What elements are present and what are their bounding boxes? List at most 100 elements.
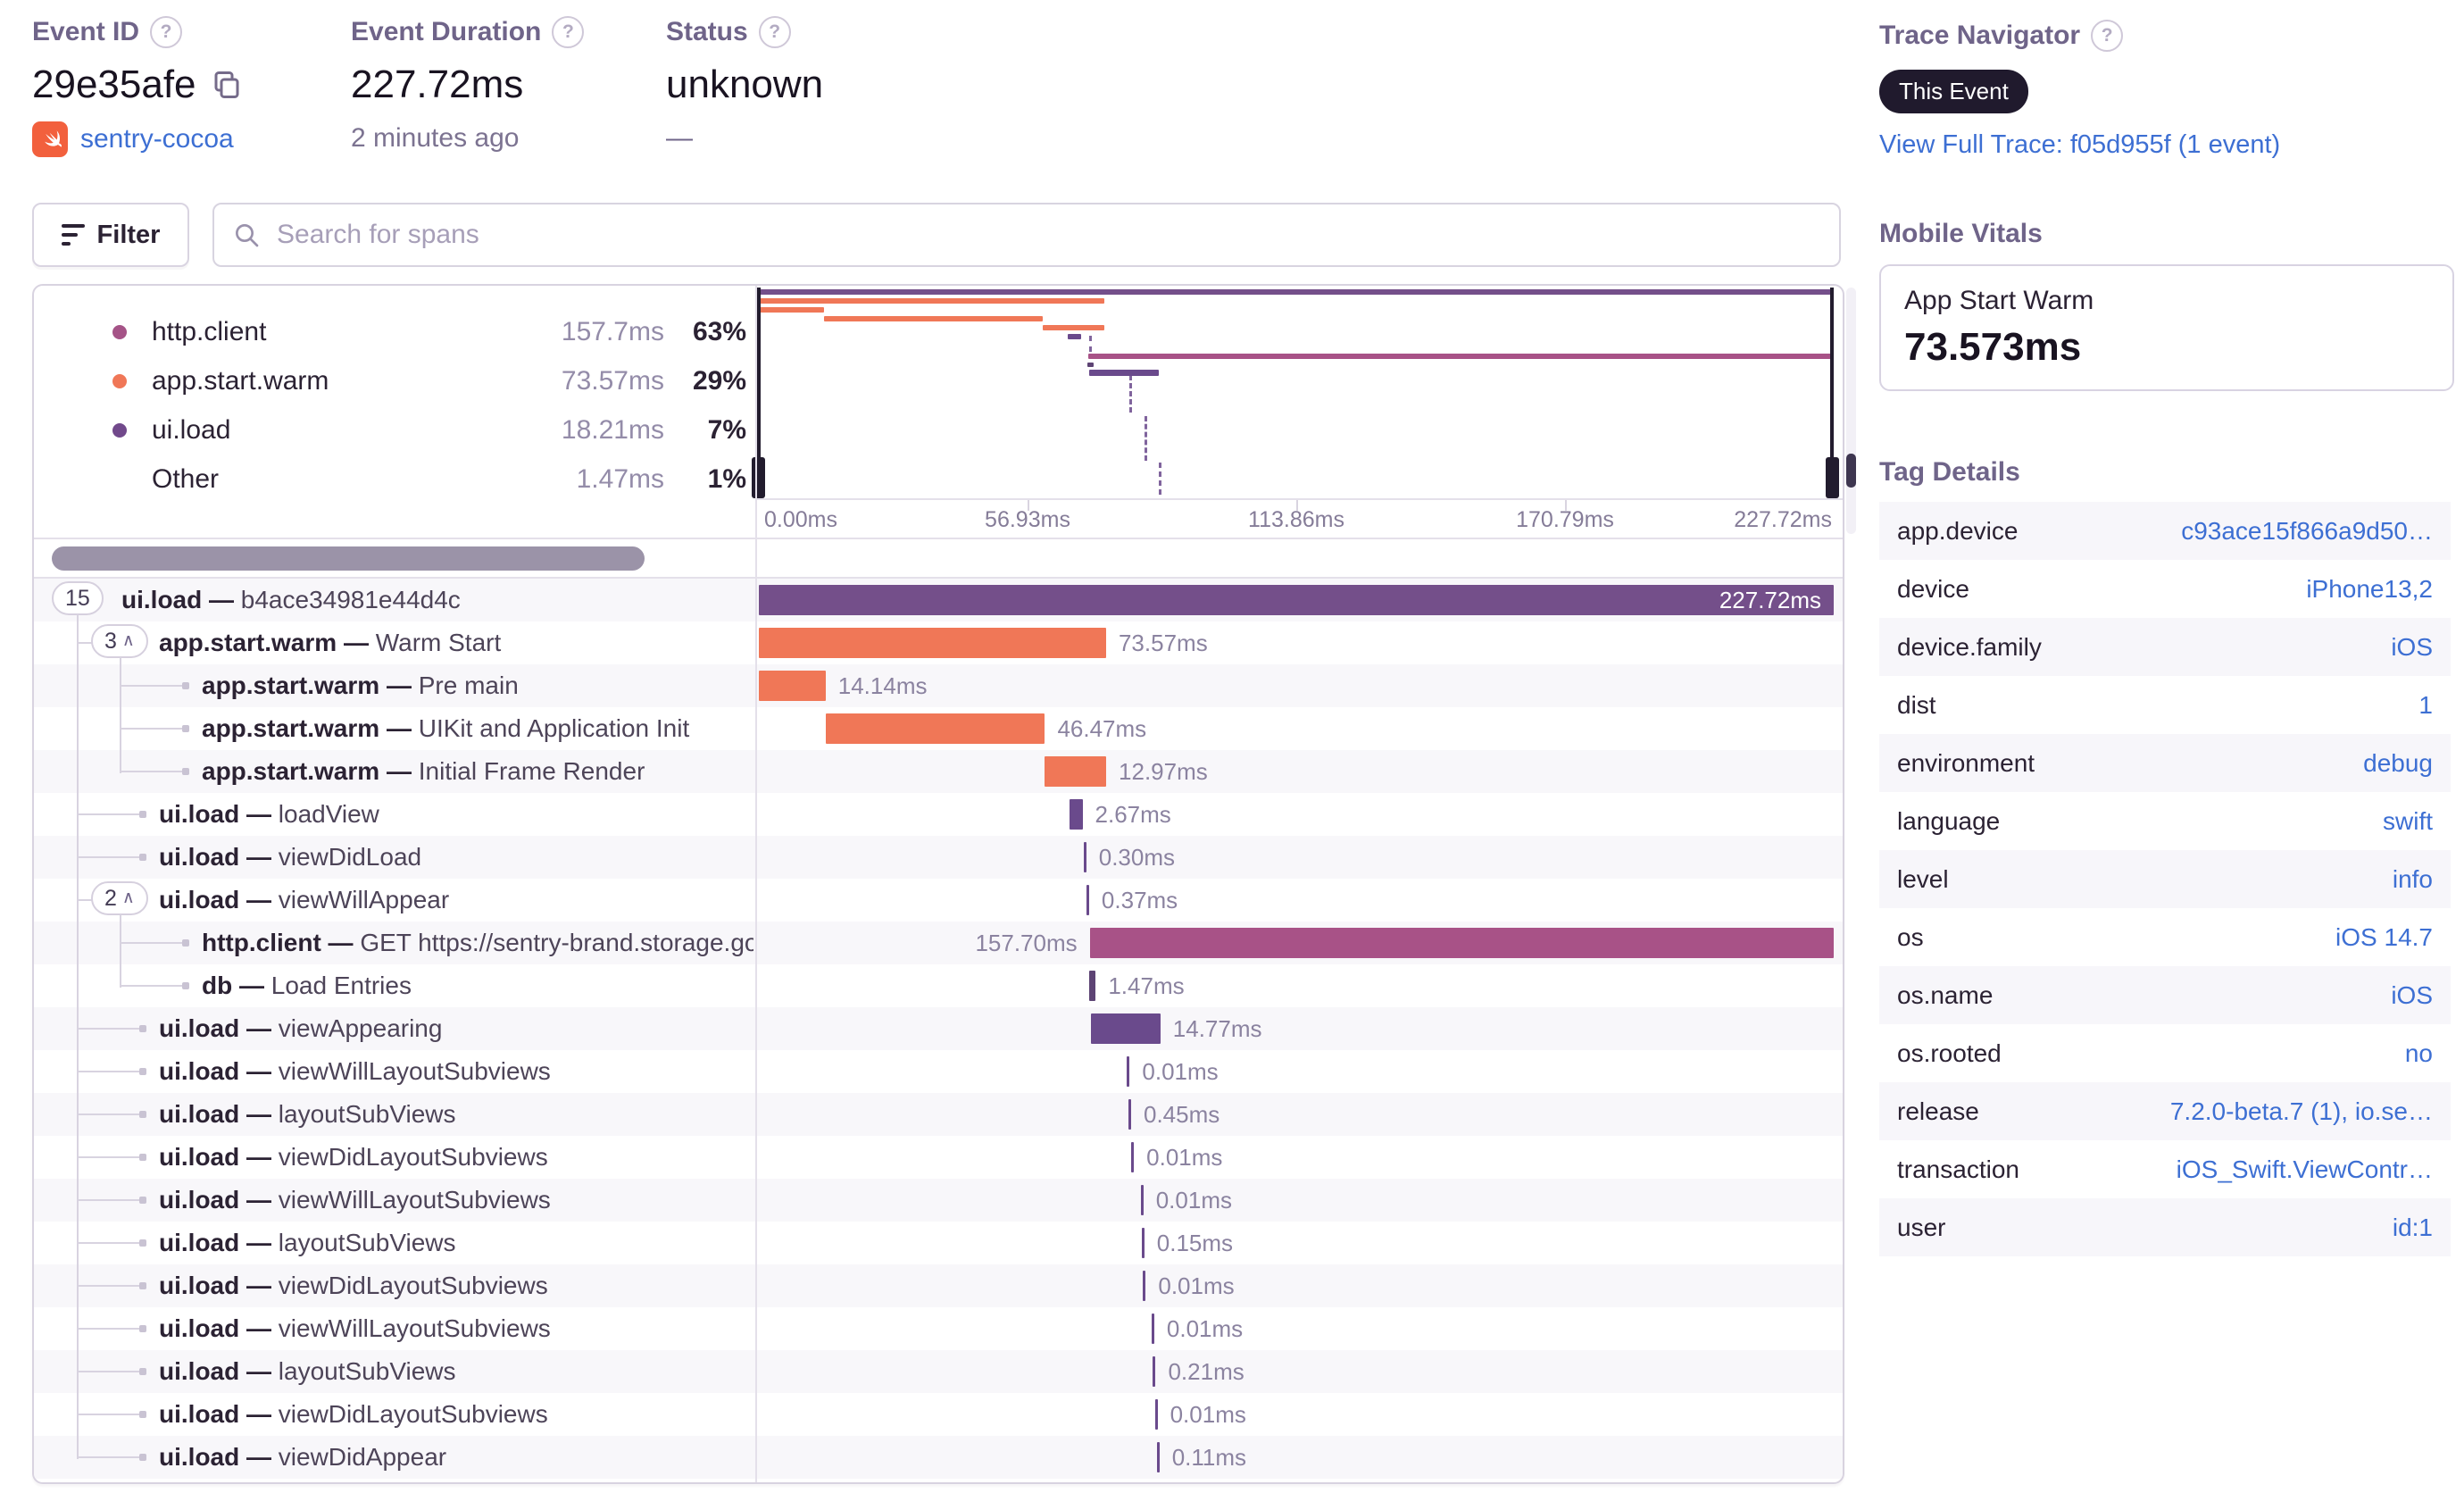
span-row[interactable]: ui.load — viewAppearing 14.77ms — [34, 1007, 1843, 1050]
tag-value[interactable]: id:1 — [2392, 1213, 2433, 1241]
tag-value[interactable]: iOS — [2391, 632, 2433, 661]
breakdown-op: Other — [152, 463, 220, 494]
tree-connector — [120, 685, 182, 687]
span-bar[interactable] — [1154, 1399, 1158, 1430]
event-duration-label: Event Duration — [351, 17, 542, 46]
tag-value[interactable]: 1 — [2418, 690, 2433, 719]
span-title: ui.load — viewDidLoad — [159, 843, 422, 871]
span-bar[interactable] — [1156, 1442, 1160, 1472]
span-row[interactable]: db — Load Entries 1.47ms — [34, 964, 1843, 1007]
span-row[interactable]: ui.load — viewDidLoad 0.30ms — [34, 836, 1843, 879]
tag-row: transaction iOS_Swift.ViewContr… — [1879, 1140, 2451, 1198]
span-bar[interactable] — [1140, 1185, 1144, 1215]
span-bar[interactable] — [825, 713, 1045, 744]
project-link[interactable]: sentry-cocoa — [80, 124, 234, 154]
tree-guide-line — [120, 914, 121, 988]
axis-tick-label: 0.00ms — [764, 507, 837, 532]
tag-value[interactable]: c93ace15f866a9d50… — [2181, 516, 2433, 545]
panel-vscrollbar-track[interactable] — [1846, 288, 1856, 534]
span-row[interactable]: ui.load — viewWillLayoutSubviews 0.01ms — [34, 1050, 1843, 1093]
span-count-pill[interactable]: 2 ∧ — [91, 881, 148, 915]
tree-node-dot — [139, 1368, 146, 1375]
minimap-span-bar — [823, 316, 1044, 321]
span-count-pill[interactable]: 3 ∧ — [91, 624, 148, 658]
span-bar[interactable] — [1070, 799, 1083, 830]
span-row[interactable]: ui.load — viewDidLayoutSubviews 0.01ms — [34, 1136, 1843, 1179]
tree-hscrollbar-thumb[interactable] — [52, 546, 645, 571]
span-row[interactable]: ui.load — layoutSubViews 0.21ms — [34, 1350, 1843, 1393]
axis-tick — [1028, 500, 1029, 511]
tag-value[interactable]: iOS_Swift.ViewContr… — [2176, 1155, 2433, 1183]
span-row[interactable]: 15 ui.load — b4ace34981e44d4c 227.72ms — [34, 579, 1843, 621]
span-name-cell: ui.load — layoutSubViews — [34, 1093, 753, 1136]
span-bar[interactable] — [759, 628, 1106, 658]
view-full-trace-link[interactable]: View Full Trace: f05d955f (1 event) — [1879, 130, 2281, 159]
tag-value[interactable]: iOS 14.7 — [2335, 922, 2433, 951]
span-bar-cell: 0.01ms — [755, 1179, 1843, 1222]
help-icon[interactable]: ? — [552, 16, 585, 48]
minimap-left-grab[interactable] — [752, 457, 765, 498]
span-row[interactable]: ui.load — viewWillLayoutSubviews 0.01ms — [34, 1307, 1843, 1350]
span-title: ui.load — loadView — [159, 800, 379, 828]
span-bar[interactable] — [1083, 842, 1086, 872]
span-row[interactable]: app.start.warm — UIKit and Application I… — [34, 707, 1843, 750]
tree-node-dot — [139, 1454, 146, 1461]
tag-row: app.device c93ace15f866a9d50… — [1879, 502, 2451, 560]
span-bar[interactable] — [1141, 1228, 1145, 1258]
span-row[interactable]: ui.load — viewWillLayoutSubviews 0.01ms — [34, 1179, 1843, 1222]
span-row[interactable]: app.start.warm — Initial Frame Render 12.… — [34, 750, 1843, 793]
span-row[interactable]: 2 ∧ ui.load — viewWillAppear 0.37ms — [34, 879, 1843, 922]
column-divider[interactable] — [755, 286, 757, 1482]
span-count-pill[interactable]: 15 — [52, 581, 104, 615]
tag-value[interactable]: no — [2404, 1038, 2433, 1067]
help-icon[interactable]: ? — [2091, 20, 2124, 52]
span-bar[interactable] — [1128, 1099, 1131, 1130]
span-row[interactable]: ui.load — viewDidAppear 0.11ms — [34, 1436, 1843, 1479]
span-bar[interactable] — [759, 671, 826, 701]
search-input[interactable] — [275, 219, 1821, 251]
tag-value[interactable]: debug — [2363, 748, 2433, 777]
span-row[interactable]: ui.load — viewDidLayoutSubviews 0.01ms — [34, 1264, 1843, 1307]
span-row[interactable]: ui.load — layoutSubViews 0.45ms — [34, 1093, 1843, 1136]
tree-connector — [77, 1285, 139, 1287]
span-row[interactable]: app.start.warm — Pre main 14.14ms — [34, 664, 1843, 707]
span-bar[interactable] — [1127, 1056, 1130, 1087]
tag-value[interactable]: iPhone13,2 — [2306, 574, 2433, 603]
span-row[interactable]: ui.load — loadView 2.67ms — [34, 793, 1843, 836]
breakdown-percent: 29% — [692, 365, 746, 396]
tree-connector — [120, 728, 182, 730]
span-row[interactable]: ui.load — viewDidLayoutSubviews 0.01ms — [34, 1393, 1843, 1436]
span-bar[interactable] — [1045, 756, 1107, 787]
trace-minimap[interactable] — [752, 286, 1843, 498]
span-row[interactable]: ui.load — layoutSubViews 0.15ms — [34, 1222, 1843, 1264]
span-bar[interactable]: 227.72ms — [759, 585, 1834, 615]
breakdown-duration: 73.57ms — [561, 365, 664, 396]
span-bar[interactable] — [1151, 1314, 1154, 1344]
span-bar[interactable] — [1131, 1142, 1135, 1172]
panel-vscrollbar-thumb[interactable] — [1846, 454, 1856, 488]
help-icon[interactable]: ? — [758, 16, 791, 48]
span-bar[interactable] — [1143, 1271, 1146, 1301]
span-bar-cell: 0.01ms — [755, 1307, 1843, 1350]
span-row[interactable]: http.client — GET https://sentry-brand.s… — [34, 922, 1843, 964]
help-icon[interactable]: ? — [150, 16, 183, 48]
span-bar[interactable] — [1090, 1013, 1161, 1044]
filter-button[interactable]: Filter — [32, 203, 189, 267]
span-row[interactable]: 3 ∧ app.start.warm — Warm Start 73.57ms — [34, 621, 1843, 664]
tree-hscrollbar-track[interactable] — [34, 538, 1843, 579]
minimap-right-grab[interactable] — [1826, 457, 1839, 498]
tag-value[interactable]: swift — [2383, 806, 2433, 835]
tag-value[interactable]: info — [2392, 864, 2433, 893]
tag-value[interactable]: 7.2.0-beta.7 (1), io.se… — [2169, 1097, 2433, 1125]
span-title: ui.load — viewDidLayoutSubviews — [159, 1400, 548, 1428]
this-event-badge[interactable]: This Event — [1879, 70, 2028, 113]
tag-value[interactable]: iOS — [2391, 980, 2433, 1009]
span-bar[interactable] — [1153, 1356, 1156, 1387]
breakdown-percent: 1% — [707, 463, 746, 494]
span-bar[interactable] — [1086, 885, 1089, 915]
copy-icon[interactable] — [211, 69, 243, 101]
minimap-right-handle[interactable] — [1830, 288, 1834, 498]
span-bar[interactable] — [1088, 971, 1096, 1001]
span-bar[interactable] — [1089, 928, 1834, 958]
minimap-left-handle[interactable] — [757, 288, 761, 498]
